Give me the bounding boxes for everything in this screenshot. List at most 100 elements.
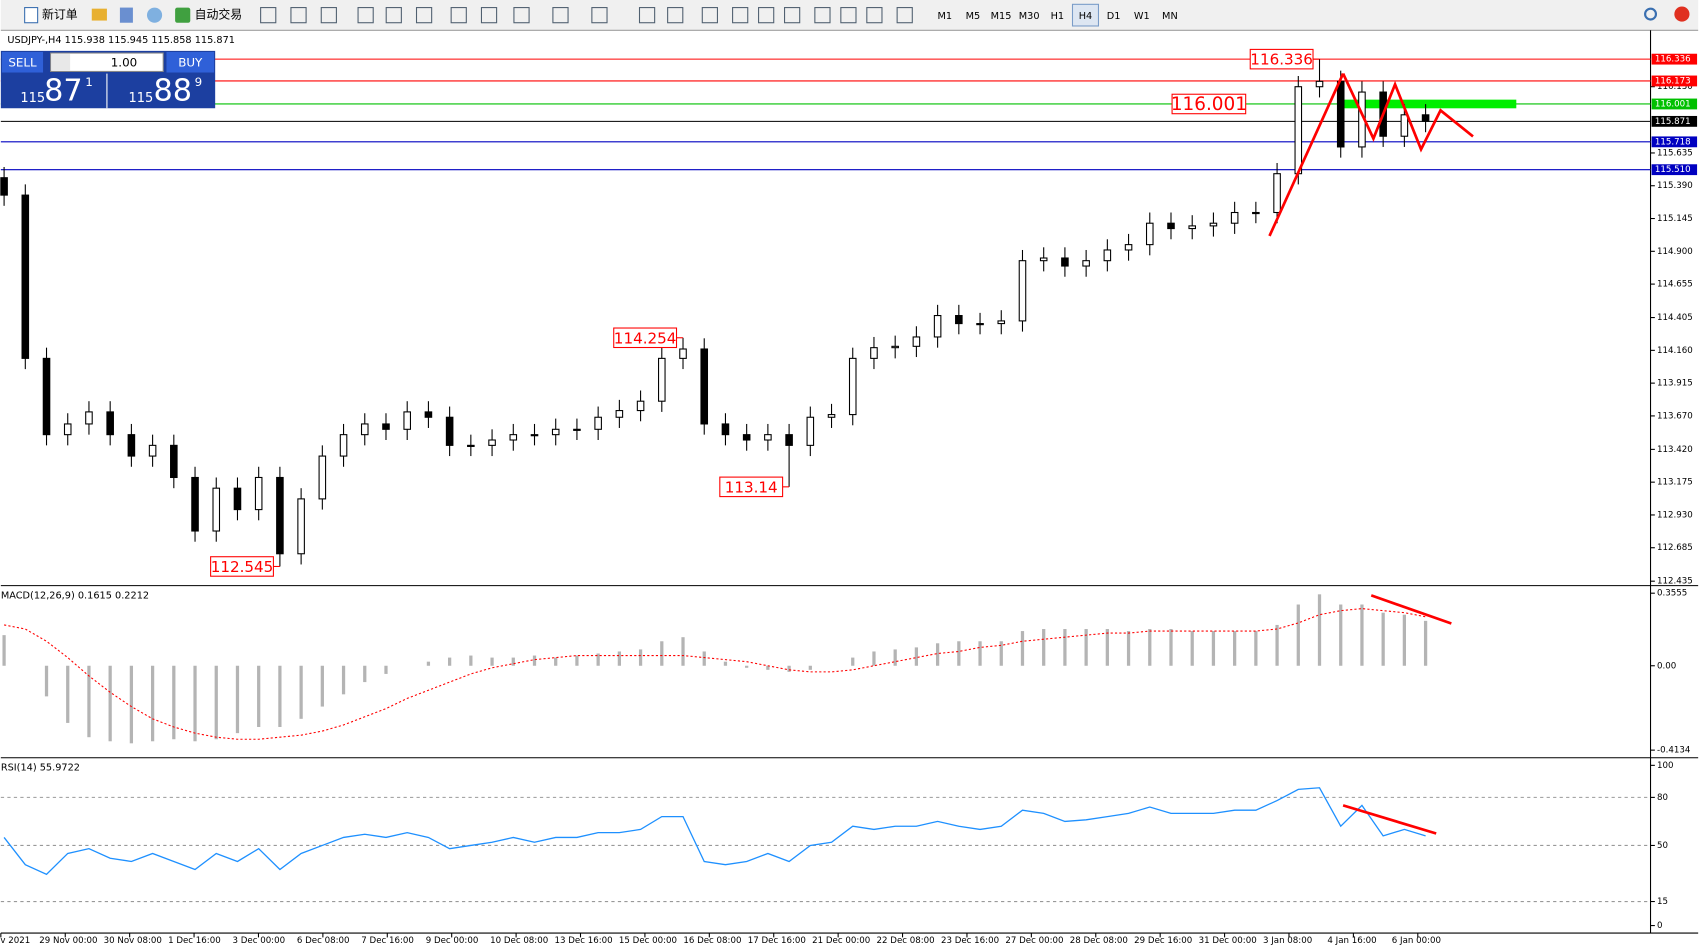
macd-bar [1105,629,1109,666]
macd-bar [1042,629,1046,666]
timeframe-button[interactable]: H1 [1051,11,1065,22]
lot-spinner[interactable] [51,54,71,71]
candle-body [0,177,8,196]
macd-bar [554,657,558,666]
macd-bar [723,661,728,666]
tool-icon[interactable] [667,7,684,24]
macd-bar [745,665,749,668]
indicator-title: MACD(12,26,9) 0.1615 0.2212 [1,590,149,601]
tool-icon[interactable] [866,7,883,24]
bid-prefix[interactable]: 115 [20,91,45,106]
macd-bar [1233,631,1237,666]
macd-bar [448,657,452,666]
macd-bar [999,641,1003,666]
sell-button[interactable] [1,51,44,73]
candle-body [933,315,942,338]
candle-body [339,434,348,457]
price-label: 116.001 [1655,99,1691,109]
trend-arrow [1370,594,1452,625]
macd-bar [1148,629,1152,666]
candle-body [1230,211,1239,224]
price-annotation: 112.545 [211,558,274,576]
tool-icon[interactable] [701,7,718,24]
timeframe-button[interactable]: W1 [1134,11,1150,22]
tool-icon[interactable] [552,7,569,24]
price-annotation: 116.336 [1250,51,1313,69]
lot-value[interactable]: 1.00 [111,55,137,69]
bid-main[interactable]: 87 [44,74,83,109]
timeframe-button[interactable]: D1 [1107,11,1121,22]
candle-body [233,487,242,511]
candle-body [721,423,730,436]
timeframe-button[interactable]: H4 [1079,11,1093,22]
tool-icon[interactable] [896,7,913,24]
tool-icon[interactable] [638,7,656,24]
timeframe-button[interactable]: M5 [966,11,981,22]
timeframe-button[interactable]: M1 [937,11,952,22]
macd-bar [511,657,515,666]
tool-icon[interactable] [260,7,277,24]
macd-bar [766,665,770,670]
lot-input[interactable] [50,52,164,72]
y-tick-label: 114.900 [1657,247,1693,257]
buy-button[interactable] [166,51,215,73]
x-tick-label: 6 Jan 00:00 [1392,936,1441,945]
x-tick-label: 3 Jan 08:00 [1263,936,1312,945]
tool-icon[interactable] [320,7,337,24]
tool-icon[interactable] [840,7,857,24]
ask-main[interactable]: 88 [153,74,192,109]
tool-icon[interactable] [357,7,374,24]
tool-icon[interactable] [758,7,775,24]
y-tick-label: 113.915 [1657,379,1693,389]
new-order-button[interactable]: 新订单 [42,8,78,22]
timeframe-button[interactable]: MN [1162,11,1178,22]
candle-body [573,428,581,431]
macd-bar [193,665,197,742]
tool-icon[interactable] [513,7,530,24]
x-tick-label: 1 Dec 16:00 [168,936,221,945]
tool-icon[interactable] [480,7,498,24]
tool-icon[interactable] [415,7,433,24]
y-tick-label: 50 [1657,841,1668,851]
ask-prefix[interactable]: 115 [129,91,154,106]
icon[interactable] [91,8,107,21]
tool-icon[interactable] [784,7,801,24]
tool-icon[interactable] [732,7,749,24]
auto-trading-button[interactable]: 自动交易 [195,8,243,22]
timeframe-button[interactable]: M15 [991,11,1012,22]
macd-bar [808,665,812,670]
ask-pip[interactable]: 9 [195,75,203,89]
timeframe-active [1071,3,1100,27]
x-tick-label: 21 Dec 00:00 [812,936,870,945]
candle-body [1421,114,1430,122]
y-tick-label: 114.405 [1657,313,1693,323]
search-icon[interactable] [1644,7,1658,21]
candle-body [530,434,539,437]
bid-pip[interactable]: 1 [85,75,93,89]
macd-bar [596,653,600,666]
trend-arrow [1342,804,1437,835]
candle-body [1103,249,1112,262]
buy-label[interactable]: BUY [178,55,203,69]
auto-trading-icon[interactable] [175,7,191,23]
notification-badge[interactable] [1674,6,1690,22]
sell-label[interactable]: SELL [8,55,37,69]
rsi-line [3,787,1426,876]
macd-bar [787,665,791,672]
tool-icon[interactable] [450,7,467,24]
macd-bar [575,655,579,666]
new-order-icon[interactable] [24,7,39,24]
tool-icon[interactable] [591,7,608,24]
tool-icon[interactable] [290,7,307,24]
macd-bar [1381,612,1385,666]
icon[interactable] [146,7,163,23]
tool-icon[interactable] [814,7,831,24]
tool-icon[interactable] [385,7,402,24]
timeframe-button[interactable]: M30 [1019,11,1040,22]
candle-body [997,320,1006,325]
icon[interactable] [119,7,133,23]
candle-body [127,434,136,457]
candle-body [679,348,687,359]
candle-body [318,455,327,500]
